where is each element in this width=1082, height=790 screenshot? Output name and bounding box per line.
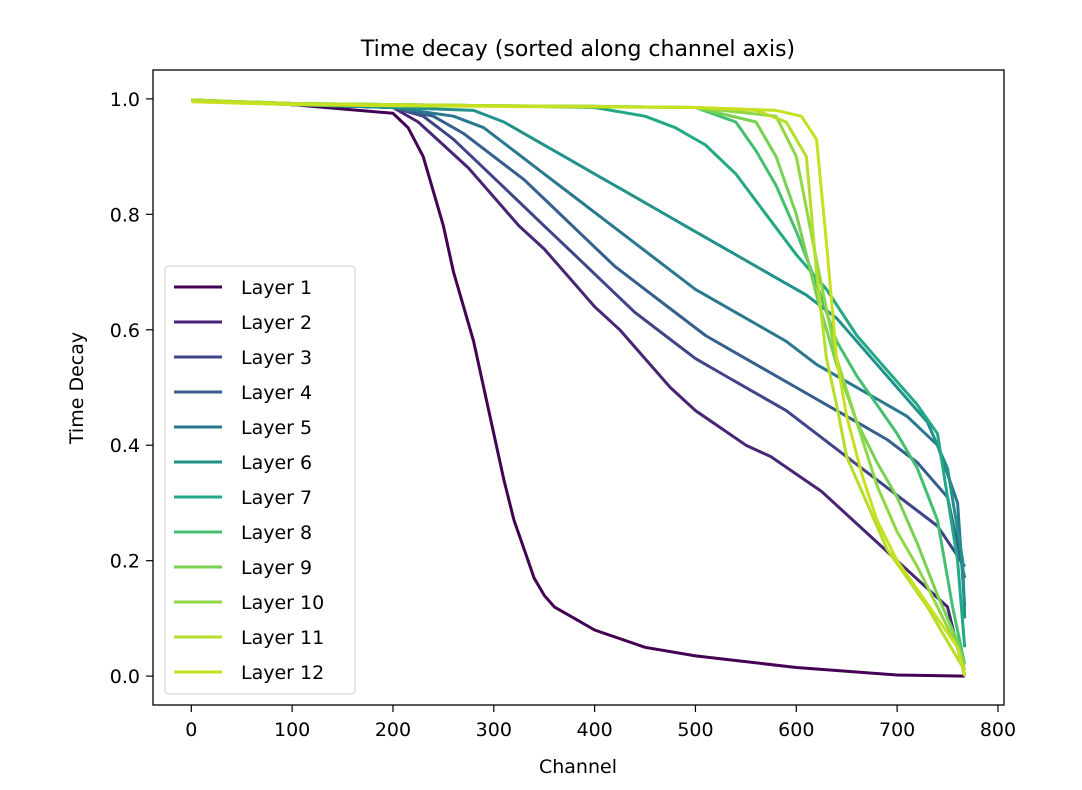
x-axis-label: Channel: [539, 756, 617, 778]
legend: Layer 1 Layer 2 Layer 3 Layer 4 Layer 5 Layer…: [164, 265, 356, 695]
legend-label-layer-11: Layer 11: [241, 627, 324, 649]
legend-label-layer-1: Layer 1: [241, 277, 312, 299]
plot-frame: [152, 69, 1005, 706]
y-tick-label: 0.2: [110, 551, 140, 573]
legend-label-layer-7: Layer 7: [241, 487, 312, 509]
x-tick-label: 800: [980, 719, 1016, 741]
y-axis-label: Time Decay: [66, 332, 88, 445]
y-tick-label: 0.0: [110, 666, 140, 688]
legend-label-layer-12: Layer 12: [241, 662, 324, 684]
x-tick-label: 300: [476, 719, 512, 741]
series-line-layer-1: [191, 98, 965, 678]
series-line-layer-3: [191, 98, 966, 568]
legend-label-layer-9: Layer 9: [241, 557, 312, 579]
legend-label-layer-5: Layer 5: [241, 417, 312, 439]
x-tick-label: 0: [185, 719, 197, 741]
x-tick-label: 100: [274, 719, 310, 741]
legend-label-layer-6: Layer 6: [241, 452, 312, 474]
legend-label-layer-10: Layer 10: [241, 592, 324, 614]
x-tick-label: 600: [778, 719, 814, 741]
x-axis: 0 100 200 300 400 500 600 700 800: [185, 705, 1016, 741]
y-tick-label: 0.6: [110, 320, 140, 342]
series-line-layer-12: [191, 100, 967, 677]
y-tick-label: 0.4: [110, 435, 140, 457]
y-axis: 0.0 0.2 0.4 0.6 0.8 1.0: [110, 89, 153, 688]
series-line-layer-5: [191, 98, 967, 608]
legend-box: [164, 265, 356, 695]
legend-label-layer-8: Layer 8: [241, 522, 312, 544]
plot-lines: [191, 98, 967, 678]
x-tick-label: 200: [375, 719, 411, 741]
series-line-layer-4: [191, 98, 967, 579]
x-tick-label: 400: [576, 719, 612, 741]
series-line-layer-6: [191, 98, 967, 619]
legend-label-layer-3: Layer 3: [241, 347, 312, 369]
x-tick-label: 700: [879, 719, 915, 741]
x-tick-label: 500: [677, 719, 713, 741]
legend-label-layer-4: Layer 4: [241, 382, 312, 404]
legend-label-layer-2: Layer 2: [241, 312, 312, 334]
y-tick-label: 1.0: [110, 89, 140, 111]
y-tick-label: 0.8: [110, 204, 140, 226]
chart-title: Time decay (sorted along channel axis): [360, 37, 795, 62]
series-line-layer-2: [191, 98, 967, 677]
